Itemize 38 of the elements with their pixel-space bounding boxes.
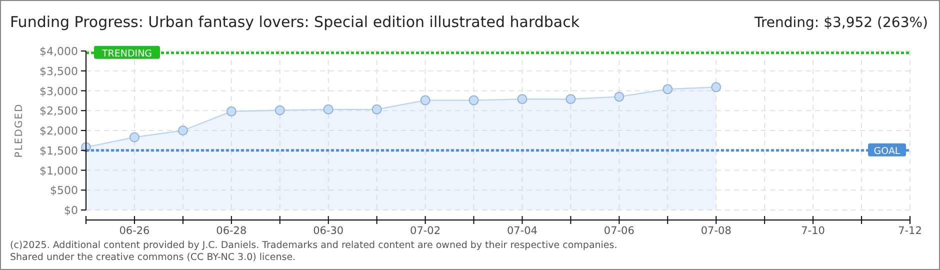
x-tick-label: 7-12 (898, 225, 922, 237)
y-tick-label: $4,000 (40, 45, 78, 58)
y-tick-label: $0 (64, 204, 78, 217)
x-tick-label: 06-26 (119, 225, 150, 237)
y-tick-label: $1,500 (40, 144, 78, 158)
y-tick-label: $3,500 (40, 64, 78, 78)
x-tick-label: 07-02 (410, 225, 441, 237)
point (566, 94, 576, 104)
ref-line-label: TRENDING (100, 48, 152, 60)
text: Shared under the creative commons (CC BY-NC 3.0) license. (10, 252, 296, 263)
x-tick-label: 06-28 (216, 225, 247, 237)
point (274, 105, 285, 116)
ref-line-label: GOAL (874, 146, 901, 157)
point (226, 106, 236, 116)
point (420, 95, 430, 106)
chart-subtitle: Trending: $3,952 (263%) (753, 15, 928, 31)
y-tick-label: $3,000 (40, 84, 78, 98)
point (372, 104, 382, 114)
point (129, 132, 140, 142)
point (711, 82, 722, 92)
x-tick-label: 07-06 (604, 225, 635, 237)
point (662, 84, 673, 94)
y-tick-label: $1,000 (40, 164, 78, 178)
y-tick-label: $500 (50, 184, 78, 198)
point (178, 126, 188, 136)
point (517, 94, 528, 104)
x-tick-label: 7-10 (801, 225, 825, 237)
y-axis-title: PLEDGED (14, 103, 25, 158)
chart-title: Funding Progress: Urban fantasy lovers: Special edition illustrated hardback (10, 13, 580, 31)
x-tick-label: 07-08 (700, 225, 732, 237)
point (323, 104, 334, 114)
point (614, 92, 624, 102)
text: (c)2025. Additional content provided by J.C. Daniels. Trademarks and related content are owned by their respective companies. (10, 240, 618, 251)
y-tick-label: $2,500 (40, 104, 78, 118)
y-tick-label: $2,000 (40, 124, 78, 138)
x-tick-label: 07-04 (506, 225, 538, 237)
point (468, 95, 479, 106)
x-tick-label: 06-30 (313, 225, 344, 237)
